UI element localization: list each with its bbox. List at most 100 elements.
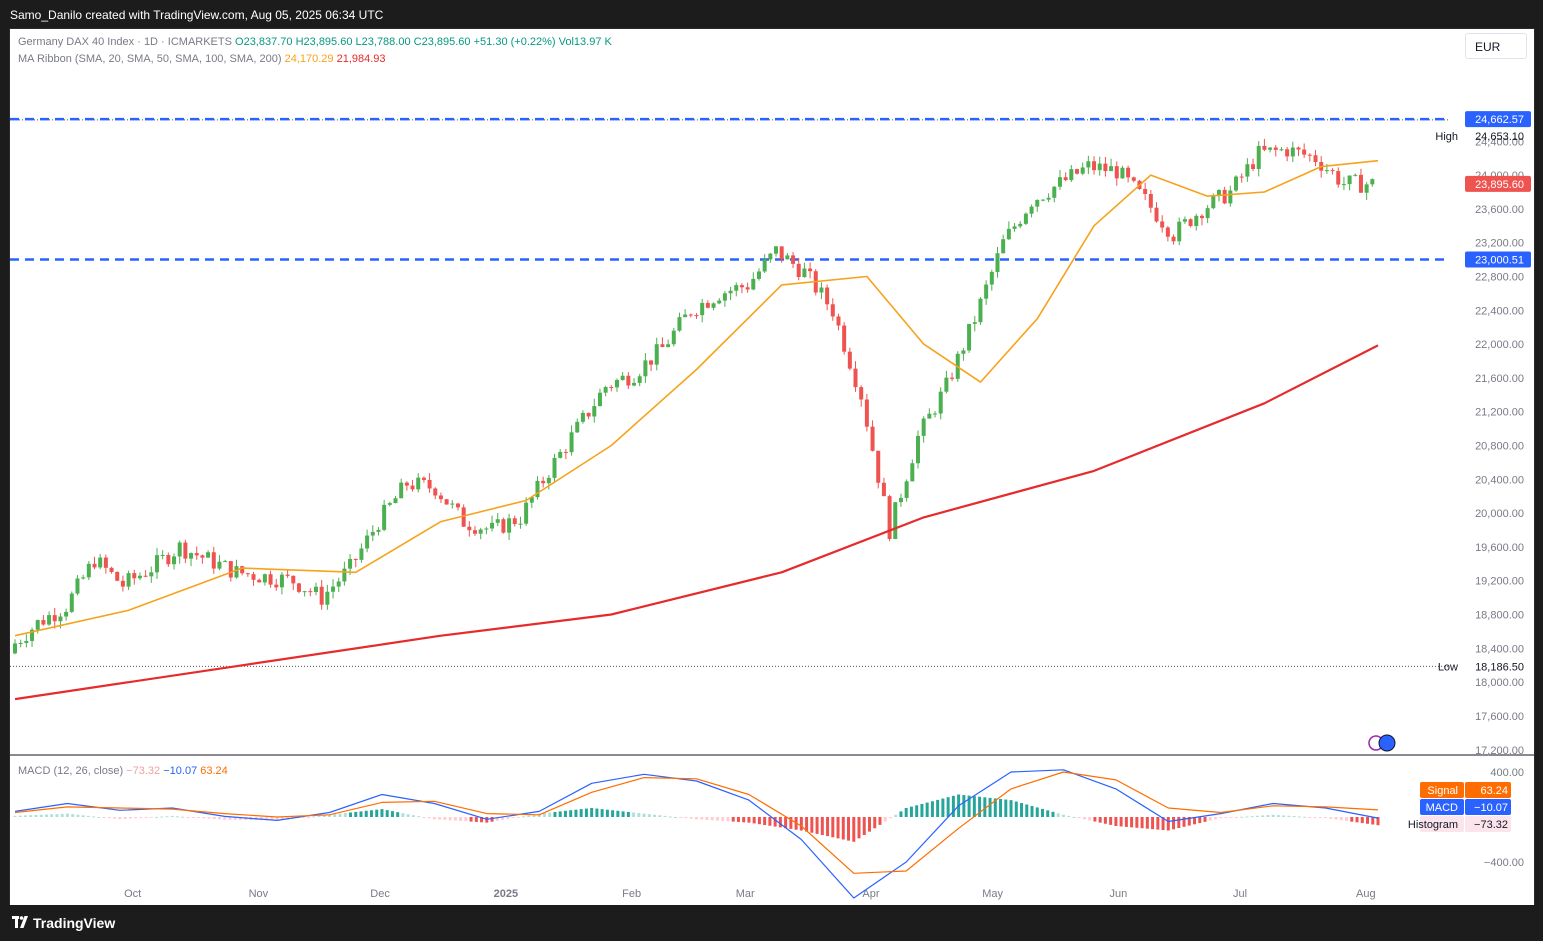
macd-histogram-bar-up xyxy=(563,810,567,817)
ma-ribbon-label: MA Ribbon (SMA, 20, SMA, 50, SMA, 100, S… xyxy=(18,53,282,65)
macd-histogram-bar-up xyxy=(920,803,924,817)
high-name-label: High xyxy=(1435,131,1458,143)
candle-up xyxy=(756,271,761,279)
macd-histogram-bar-up xyxy=(579,809,583,817)
time-tick-label: Jul xyxy=(1233,888,1247,900)
macd-histogram-bar-up xyxy=(71,814,75,817)
ma-legend[interactable]: MA Ribbon (SMA, 20, SMA, 50, SMA, 100, S… xyxy=(18,53,386,65)
macd-histogram-bar-up xyxy=(380,809,384,817)
currency-selector[interactable]: EUR xyxy=(1465,33,1527,59)
candle-down xyxy=(1330,170,1335,172)
macd-histogram-bar-up xyxy=(1004,799,1008,817)
macd-histogram-bar-up xyxy=(55,814,59,817)
macd-histogram-bar-down xyxy=(432,817,436,820)
macd-histogram-bar-down xyxy=(275,817,279,821)
candle-up xyxy=(978,298,983,323)
candle-down xyxy=(649,360,654,365)
candle-up xyxy=(47,615,52,625)
candle-up xyxy=(552,457,557,478)
macd-histogram-bar-up xyxy=(396,812,400,817)
candle-down xyxy=(444,499,449,505)
candle-up xyxy=(1086,161,1091,168)
candle-down xyxy=(541,480,546,484)
macd-histogram-bar-down xyxy=(1208,817,1212,821)
candle-up xyxy=(910,463,915,482)
candle-up xyxy=(1177,221,1182,242)
time-tick-label: May xyxy=(982,888,1003,900)
histogram-tag-name-bg xyxy=(1420,816,1464,832)
macd-histogram-bar-up xyxy=(1009,800,1013,817)
ohlc-high: H23,895.60 xyxy=(295,36,353,48)
macd-histogram-bar-up xyxy=(527,815,531,817)
time-tick-label: Oct xyxy=(124,888,141,900)
macd-histogram-bar-down xyxy=(1082,817,1086,820)
macd-histogram-bar-down xyxy=(710,817,714,821)
candle-down xyxy=(779,246,784,260)
time-tick-label: 2025 xyxy=(494,888,518,900)
macd-histogram-bar-down xyxy=(831,817,835,838)
globe-icon xyxy=(1378,734,1396,752)
level-tag-lower: 23,000.51 xyxy=(1475,255,1524,267)
macd-histogram-bar-up xyxy=(611,810,615,817)
macd-histogram-bar-up xyxy=(595,808,599,817)
macd-histogram-bar-up xyxy=(548,812,552,817)
candle-up xyxy=(342,568,347,582)
candle-up xyxy=(774,246,779,254)
candle-down xyxy=(274,584,279,588)
macd-histogram-bar-down xyxy=(862,817,866,835)
candle-up xyxy=(1046,197,1051,200)
price-chart-canvas[interactable]: 24,400.0024,000.0023,600.0023,200.0022,8… xyxy=(10,29,1534,906)
macd-histogram-bar-up xyxy=(155,816,159,818)
macd-histogram-bar-up xyxy=(600,809,604,817)
macd-histogram-bar-up xyxy=(176,816,180,818)
macd-histogram-bar-up xyxy=(988,797,992,817)
macd-histogram-bar-up xyxy=(385,810,389,817)
candle-up xyxy=(1353,174,1358,176)
candle-down xyxy=(1160,221,1165,228)
macd-histogram-bar-down xyxy=(784,817,788,829)
chart-frame[interactable]: 24,400.0024,000.0023,600.0023,200.0022,8… xyxy=(9,28,1535,907)
candle-down xyxy=(240,566,245,574)
candle-down xyxy=(200,555,205,558)
candle-up xyxy=(575,421,580,433)
candle-down xyxy=(1171,236,1176,242)
candle-up xyxy=(376,529,381,532)
macd-histogram-bar-up xyxy=(899,811,903,817)
candle-down xyxy=(1131,177,1136,181)
histogram-tag-value: −73.32 xyxy=(1474,819,1508,831)
candle-up xyxy=(1268,147,1273,150)
candle-up xyxy=(637,376,642,383)
candle-down xyxy=(836,316,841,326)
candle-up xyxy=(325,591,330,605)
macd-histogram-bar-down xyxy=(1166,817,1170,831)
candle-up xyxy=(1109,166,1114,172)
candle-up xyxy=(1029,206,1034,214)
macd-histogram-bar-down xyxy=(123,817,127,819)
candle-down xyxy=(1251,164,1256,170)
macd-histogram-bar-up xyxy=(558,811,562,817)
candle-up xyxy=(654,344,659,365)
macd-histogram-bar-up xyxy=(946,797,950,817)
footer-brand: TradingView xyxy=(33,915,116,931)
candle-up xyxy=(972,322,977,324)
macd-histogram-bar-up xyxy=(354,811,358,817)
price-tick-label: 18,800.00 xyxy=(1475,610,1524,622)
candle-down xyxy=(1114,166,1119,179)
candle-down xyxy=(1262,145,1267,150)
candle-up xyxy=(711,303,716,308)
candle-up xyxy=(495,519,500,523)
candle-up xyxy=(393,498,398,504)
candle-up xyxy=(370,531,375,536)
histogram-tag-name: Histogram xyxy=(1408,819,1458,831)
macd-histogram-bar-down xyxy=(768,817,772,826)
candle-up xyxy=(382,504,387,530)
candle-up xyxy=(762,259,767,272)
symbol-title: Germany DAX 40 Index · 1D · ICMARKETS xyxy=(18,36,232,48)
candle-up xyxy=(331,586,336,592)
macd-legend[interactable]: MACD (12, 26, close) −73.32 −10.07 63.24 xyxy=(18,765,228,777)
macd-histogram-bar-down xyxy=(1229,817,1233,818)
candle-up xyxy=(1023,213,1028,224)
candle-up xyxy=(336,581,341,587)
macd-histogram-bar-down xyxy=(810,817,814,833)
macd-line xyxy=(14,769,1379,899)
